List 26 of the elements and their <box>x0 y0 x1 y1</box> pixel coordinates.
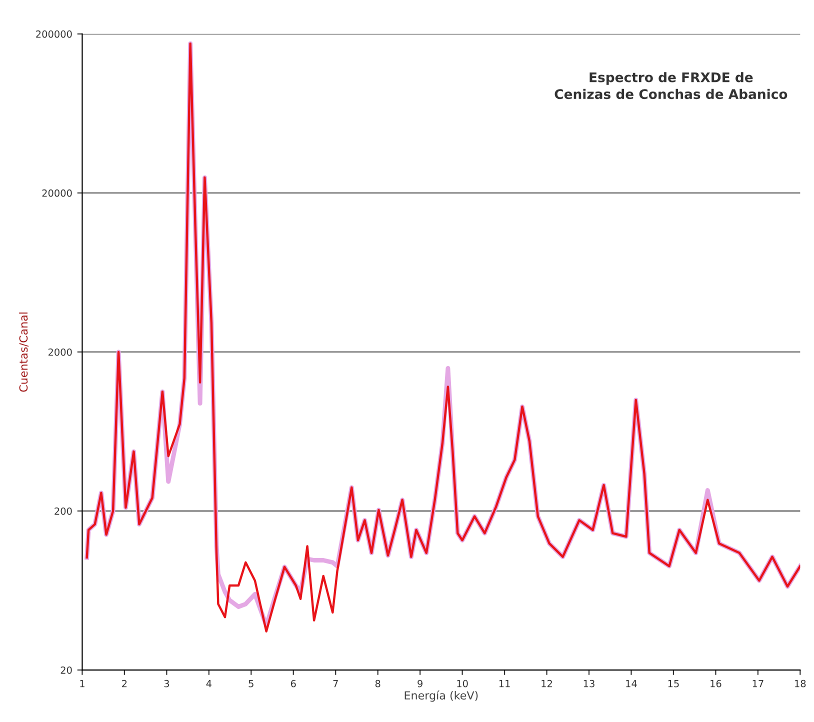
x-tick-label: 17 <box>752 680 764 688</box>
y-tick-label: 200000 <box>36 30 72 38</box>
x-tick-label: 2 <box>122 680 127 688</box>
x-tick-label: 18 <box>795 680 806 688</box>
x-axis-title: Energía (keV) <box>404 690 478 702</box>
x-tick-label: 1 <box>80 680 84 688</box>
x-tick-label: 11 <box>499 680 510 688</box>
x-tick-label: 13 <box>584 680 594 688</box>
x-tick-label: 4 <box>206 680 212 688</box>
x-tick-label: 8 <box>375 680 380 688</box>
x-tick-label: 12 <box>542 680 552 688</box>
y-tick-label: 2000 <box>48 348 72 356</box>
y-tick-label: 20 <box>60 666 72 674</box>
x-tick-label: 15 <box>668 680 679 688</box>
x-tick-label: 10 <box>457 680 468 688</box>
y-tick-label: 20000 <box>42 189 72 197</box>
text: Espectro de FRXDE de Cenizas de Conchas de Abanico <box>554 72 788 100</box>
x-tick-label: 3 <box>164 680 169 688</box>
y-axis-title: Cuentas/Canal <box>19 312 29 392</box>
y-tick-label: 200 <box>54 507 72 515</box>
x-tick-label: 14 <box>626 680 637 688</box>
x-tick-label: 6 <box>290 680 296 688</box>
x-tick-label: 9 <box>418 680 422 688</box>
x-tick-label: 16 <box>710 680 722 688</box>
x-tick-label: 5 <box>248 680 254 688</box>
x-tick-label: 7 <box>333 680 338 688</box>
